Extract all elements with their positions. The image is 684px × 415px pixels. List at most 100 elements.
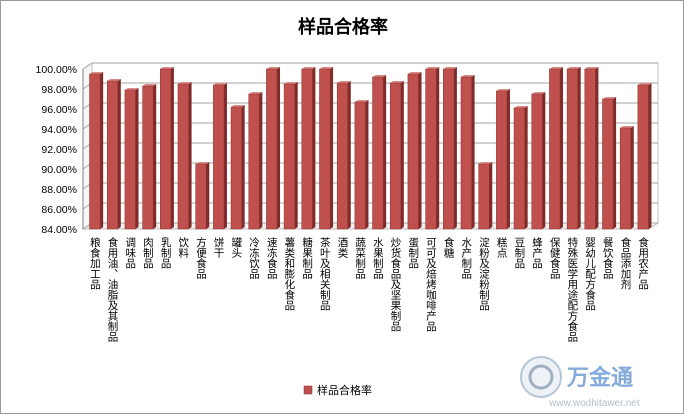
bar bbox=[89, 73, 101, 230]
watermark-ring-icon bbox=[528, 364, 554, 390]
bar-side bbox=[595, 67, 599, 229]
legend: 样品合格率 bbox=[303, 383, 372, 397]
x-tick-label: 薯类和膨化食品 bbox=[283, 236, 295, 311]
bar-side bbox=[241, 105, 245, 229]
bar bbox=[283, 83, 295, 230]
legend-label: 样品合格率 bbox=[317, 383, 372, 397]
bar-side bbox=[223, 83, 227, 229]
bar-top bbox=[460, 75, 475, 77]
bar-side bbox=[418, 72, 422, 229]
bar bbox=[372, 76, 384, 230]
y-tick-label: 94.00% bbox=[41, 124, 77, 136]
bar-side bbox=[542, 92, 546, 229]
bar bbox=[124, 89, 136, 230]
bar-side bbox=[577, 67, 581, 229]
bar-top bbox=[107, 79, 121, 81]
bar bbox=[336, 82, 349, 230]
x-tick-label: 食品添加剂 bbox=[619, 236, 631, 290]
x-tick-label: 食糖 bbox=[443, 236, 455, 259]
bar-top bbox=[567, 67, 581, 69]
x-tick-label: 茶叶及相关制品 bbox=[319, 236, 331, 311]
x-tick-label: 乳制品 bbox=[160, 236, 172, 269]
bar bbox=[248, 93, 260, 230]
x-tick-label: 冷冻饮品 bbox=[248, 236, 260, 280]
bar-top bbox=[496, 89, 510, 91]
watermark-url: www.wodhitawer.net bbox=[548, 398, 640, 409]
bar bbox=[177, 83, 189, 230]
bar-side bbox=[259, 92, 263, 229]
bar-top bbox=[602, 97, 617, 99]
bar-side bbox=[613, 97, 617, 229]
y-tick-label: 86.00% bbox=[41, 204, 77, 216]
x-tick-label: 水产制品 bbox=[460, 237, 472, 280]
x-tick-label: 特殊医学用途配方食品 bbox=[566, 237, 578, 343]
x-tick-label: 肉制品 bbox=[142, 236, 154, 269]
bar-top bbox=[354, 100, 369, 102]
bar bbox=[566, 68, 578, 230]
chart-title: 样品合格率 bbox=[298, 16, 388, 38]
x-tick-label: 炒货食品及坚果制品 bbox=[390, 237, 402, 332]
bar-side bbox=[436, 67, 440, 229]
bar bbox=[513, 107, 525, 230]
bar-side bbox=[560, 67, 564, 229]
bar-top bbox=[425, 67, 440, 69]
x-tick-label: 婴幼儿配方食品 bbox=[584, 237, 596, 311]
bar-top bbox=[514, 106, 528, 108]
bar-top bbox=[177, 82, 192, 84]
y-tick-label: 88.00% bbox=[41, 184, 77, 196]
bar-side bbox=[117, 79, 121, 229]
bar bbox=[443, 68, 455, 230]
x-tick-label: 饮料 bbox=[177, 236, 189, 259]
x-tick-label: 蜂产品 bbox=[531, 236, 543, 269]
bar-top bbox=[231, 105, 245, 107]
bar bbox=[319, 68, 331, 230]
bar-side bbox=[330, 67, 334, 229]
bar bbox=[496, 90, 508, 230]
y-tick-label: 92.00% bbox=[41, 144, 77, 156]
bar-top bbox=[195, 162, 210, 164]
bar-side bbox=[277, 67, 281, 229]
bar bbox=[195, 163, 207, 230]
x-tick-label: 速冻食品 bbox=[266, 237, 278, 280]
bar-side bbox=[471, 75, 475, 229]
x-tick-label: 保健食品 bbox=[549, 236, 561, 280]
y-tick-label: 90.00% bbox=[41, 164, 77, 176]
bar bbox=[478, 163, 490, 230]
y-tick-label: 100.00% bbox=[36, 64, 77, 76]
bar bbox=[531, 93, 543, 230]
bar bbox=[389, 82, 402, 230]
bar-top bbox=[301, 67, 316, 69]
y-gridline bbox=[82, 62, 658, 70]
bar bbox=[213, 84, 225, 230]
legend-swatch bbox=[303, 385, 313, 395]
bar-side bbox=[630, 126, 634, 229]
x-tick-label: 糖果制品 bbox=[301, 236, 313, 280]
bar bbox=[460, 76, 472, 230]
bar bbox=[637, 84, 649, 230]
bar-side bbox=[365, 100, 369, 229]
bar-side bbox=[347, 81, 351, 229]
bar-top bbox=[443, 67, 457, 69]
x-tick-label: 蛋制品 bbox=[407, 237, 419, 269]
bar-side bbox=[648, 83, 652, 229]
bar-side bbox=[100, 72, 104, 229]
bar-top bbox=[478, 162, 493, 164]
bar-side bbox=[506, 89, 510, 229]
bar-side bbox=[188, 82, 192, 229]
bar-top bbox=[390, 81, 404, 83]
bar-side bbox=[312, 67, 316, 229]
bar-top bbox=[160, 67, 174, 69]
bar-top bbox=[89, 72, 104, 74]
bar bbox=[142, 85, 154, 230]
bar-side bbox=[206, 162, 210, 229]
bar-top bbox=[407, 72, 422, 74]
bar bbox=[160, 68, 172, 230]
bar bbox=[354, 101, 366, 230]
y-tick-label: 84.00% bbox=[41, 224, 77, 236]
x-tick-label: 淀粉及淀粉制品 bbox=[478, 236, 490, 311]
bar bbox=[301, 68, 313, 230]
bar bbox=[106, 80, 119, 230]
bar-side bbox=[400, 81, 404, 229]
bar bbox=[266, 68, 278, 230]
